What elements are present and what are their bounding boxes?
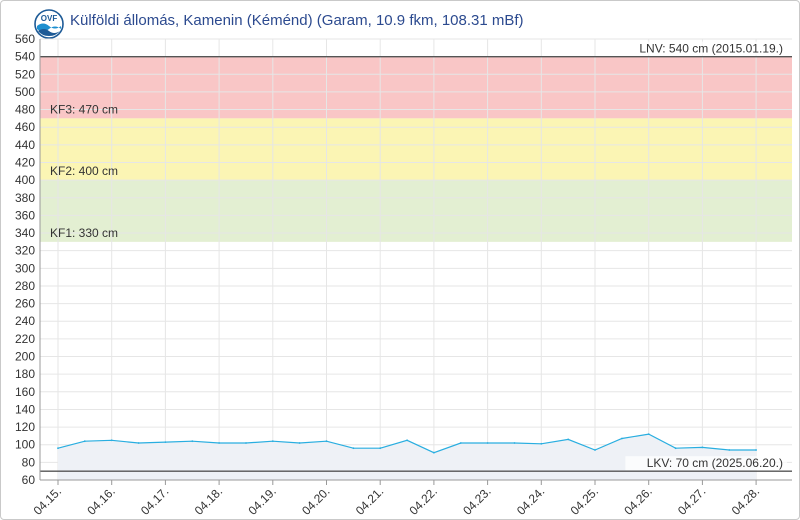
data-point (379, 447, 382, 450)
x-tick-label: 04.15. (31, 484, 64, 517)
reference-label-bg (625, 456, 787, 471)
data-point (540, 442, 543, 445)
data-point (755, 449, 757, 451)
y-tick-label: 320 (15, 244, 35, 258)
reference-label: KF2: 400 cm (50, 164, 118, 178)
y-axis-ticks: 60 80 100 120 140 160 180 200 220 240 260 280 300 320… (15, 32, 35, 487)
svg-text:OVF: OVF (41, 14, 58, 23)
data-point (459, 442, 462, 444)
data-point (594, 449, 596, 451)
x-tick-label: 04.25. (568, 484, 601, 517)
y-tick-label: 400 (15, 173, 35, 187)
data-point (298, 442, 301, 444)
y-tick-label: 140 (15, 402, 35, 416)
y-tick-label: 560 (15, 32, 35, 46)
reference-label-bg (619, 41, 787, 56)
data-point (513, 442, 516, 444)
reference-label: LNV: 540 cm (2015.01.19.) (639, 42, 783, 56)
y-tick-label: 260 (15, 297, 35, 311)
data-point (137, 442, 140, 444)
series-line (57, 433, 757, 454)
y-tick-label: 200 (15, 350, 35, 364)
y-tick-label: 520 (15, 67, 35, 81)
x-tick-label: 04.28. (729, 484, 762, 517)
data-point (325, 440, 328, 443)
y-tick-label: 120 (15, 420, 35, 434)
data-point (647, 433, 650, 435)
chart-title: Külföldi állomás, Kamenin (Kéménd) (Gara… (70, 12, 524, 29)
data-point (621, 437, 623, 440)
data-point (271, 440, 274, 443)
y-tick-label: 280 (15, 279, 35, 293)
x-axis-ticks: 04.15. 04.16. 04.17. 04.18. 04.19. 04.20. 04.2… (31, 480, 762, 518)
data-point (245, 442, 247, 444)
x-tick-label: 04.26. (621, 484, 654, 517)
data-point (191, 440, 194, 443)
axes (39, 39, 792, 481)
data-point (567, 438, 570, 441)
data-point (57, 447, 59, 450)
y-tick-label: 500 (15, 85, 35, 99)
data-point (406, 439, 408, 442)
x-tick-label: 04.27. (675, 484, 708, 517)
y-tick-label: 480 (15, 103, 35, 117)
y-tick-label: 240 (15, 314, 35, 328)
reference-label: LKV: 70 cm (2025.06.20.) (647, 456, 783, 470)
data-point (674, 447, 677, 450)
x-tick-label: 04.16. (84, 484, 117, 517)
data-point (218, 442, 221, 444)
warning-bands (40, 56, 792, 242)
y-tick-label: 360 (15, 208, 35, 222)
data-point (728, 449, 731, 451)
reference-label: KF3: 470 cm (50, 102, 118, 116)
x-tick-label: 04.17. (138, 484, 171, 517)
series-area (58, 434, 757, 480)
ovf-logo: OVF (34, 9, 64, 39)
data-point (164, 441, 167, 443)
x-tick-label: 04.21. (353, 484, 386, 517)
y-tick-label: 60 (22, 473, 36, 487)
y-tick-label: 100 (15, 438, 35, 452)
y-tick-label: 380 (15, 191, 35, 205)
x-tick-label: 04.20. (299, 484, 332, 517)
data-point (83, 440, 86, 443)
data-point (110, 439, 113, 442)
x-tick-label: 04.19. (245, 484, 278, 517)
x-tick-label: 04.18. (192, 484, 225, 517)
y-tick-label: 160 (15, 385, 35, 399)
y-tick-label: 180 (15, 367, 35, 381)
y-tick-label: 340 (15, 226, 35, 240)
data-point (433, 451, 435, 454)
reference-label: KF1: 330 cm (50, 226, 118, 240)
y-tick-label: 440 (15, 138, 35, 152)
y-tick-label: 300 (15, 261, 35, 275)
x-tick-label: 04.23. (460, 484, 493, 517)
x-tick-label: 04.22. (407, 484, 440, 517)
data-point (701, 446, 704, 449)
data-point (352, 447, 355, 450)
reference-lines: LNV: 540 cm (2015.01.19.) KF3: 470 cm KF2:… (40, 41, 792, 472)
series-area-fill (58, 434, 757, 480)
y-tick-label: 460 (15, 120, 35, 134)
data-point (486, 442, 489, 444)
y-tick-label: 80 (22, 455, 36, 469)
y-tick-label: 420 (15, 155, 35, 169)
y-tick-label: 540 (15, 50, 35, 64)
y-tick-label: 220 (15, 332, 35, 346)
x-tick-label: 04.24. (514, 484, 547, 517)
